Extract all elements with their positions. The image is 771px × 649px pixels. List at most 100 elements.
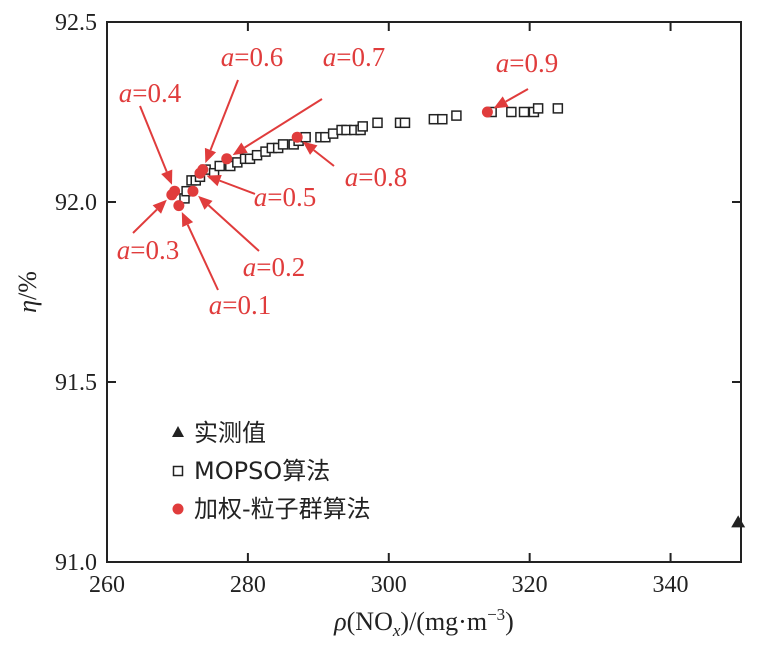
annotation-label: a=0.7 (323, 42, 385, 72)
annotation-arrow-line (186, 224, 219, 291)
annotation-label-value: =0.7 (336, 42, 385, 72)
x-axis-title-sub: x (392, 621, 401, 640)
mopso-point (399, 117, 411, 129)
weighted-series (166, 106, 493, 212)
annotation-label-var: a (119, 78, 133, 108)
legend-triangle-marker (172, 426, 184, 437)
annotation-arrow-head (206, 175, 222, 187)
x-tick-label: 280 (230, 572, 266, 598)
annotation-arrow-line (244, 98, 323, 149)
legend-square-marker (172, 465, 184, 477)
annotation-arrow-head (152, 199, 167, 214)
annotation-label-var: a (117, 235, 131, 265)
legend-label-weighted: 加权-粒子群算法 (194, 495, 371, 523)
legend-label-mopso: MOPSO算法 (194, 457, 330, 485)
mopso-point (214, 160, 225, 172)
x-axis-title-rho: ρ (333, 607, 346, 636)
weighted-point (481, 106, 493, 118)
annotation-label-value: =0.2 (256, 252, 305, 282)
annotation-label-value: =0.3 (130, 235, 179, 265)
y-axis-title: η/% (13, 271, 42, 313)
mopso-point (372, 117, 383, 129)
annotation-arrow-head (198, 195, 213, 210)
annotation-arrow-line (132, 208, 158, 234)
x-axis-title-pre: (NO (347, 607, 393, 636)
annotation-label: a=0.6 (221, 42, 283, 72)
annotation-arrow-head (302, 141, 318, 155)
x-tick-label: 340 (653, 572, 689, 598)
annotation-labels: a=0.1a=0.2a=0.3a=0.4a=0.5a=0.6 a=0.7a=0.8… (117, 42, 558, 320)
annotation-arrow-head (181, 211, 194, 228)
y-tick-label: 92.0 (55, 190, 97, 216)
annotation-label-var: a (345, 162, 359, 192)
annotation-label-value: =0.4 (132, 78, 181, 108)
annotation-label: a=0.5 (254, 182, 316, 212)
annotation-arrow-line (505, 88, 529, 103)
annotation-arrow-head (493, 96, 509, 109)
annotation-arrow-head (161, 169, 173, 185)
x-tick-label: 300 (371, 572, 407, 598)
y-axis-title-unit: /% (13, 271, 42, 300)
mopso-point (518, 106, 530, 118)
annotation-label-var: a (209, 290, 223, 320)
annotation-label-value: =0.8 (358, 162, 407, 192)
annotation-arrow-line (139, 105, 168, 173)
annotation-arrow-head (204, 147, 217, 164)
annotation-label-var: a (221, 42, 235, 72)
annotation-arrow-head (232, 142, 248, 156)
measured-point (731, 515, 746, 528)
mopso-point (277, 139, 289, 150)
x-axis-title-end: ) (505, 607, 514, 636)
annotation-label: a=0.1 (209, 290, 271, 320)
mopso-point (357, 121, 368, 132)
annotation-label: a=0.2 (243, 252, 305, 282)
legend: 实测值 MOPSO算法 加权-粒子群算法 (172, 419, 371, 523)
annotation-label: a=0.3 (117, 235, 179, 265)
weighted-point (291, 131, 303, 143)
axis-ticks: 260 280 300 320 340 91.0 91.5 92.0 92.5 (55, 10, 741, 598)
x-axis-title: ρ(NOx)/(mg·m−3) (333, 605, 514, 640)
mopso-point (437, 113, 448, 125)
plot-area (106, 21, 742, 563)
annotation-label-value: =0.5 (267, 182, 316, 212)
annotation-label: a=0.4 (119, 78, 182, 108)
mopso-point (451, 110, 462, 121)
y-tick-label: 91.0 (55, 550, 97, 576)
mopso-point (428, 113, 440, 125)
y-axis-title-eta: η (13, 300, 42, 313)
weighted-point (173, 200, 185, 212)
measured-series (731, 515, 746, 528)
weighted-point (221, 153, 233, 165)
y-tick-label: 91.5 (55, 370, 97, 396)
weighted-point (197, 164, 209, 176)
mopso-point (506, 106, 517, 118)
plot-frame (106, 21, 742, 563)
mopso-point (532, 103, 544, 114)
x-tick-label: 260 (89, 572, 125, 598)
annotation-label: a=0.9 (496, 48, 558, 78)
x-axis-title-sup: −3 (487, 605, 505, 624)
annotation-label-var: a (323, 42, 337, 72)
mopso-point (251, 149, 263, 161)
annotation-arrow-line (209, 79, 239, 151)
x-tick-label: 320 (512, 572, 548, 598)
y-tick-label: 92.5 (55, 10, 97, 36)
legend-label-measured: 实测值 (194, 419, 266, 447)
annotation-arrow-line (207, 204, 260, 252)
annotation-label-value: =0.1 (222, 290, 271, 320)
annotation-label-value: =0.6 (234, 42, 283, 72)
annotation-label-var: a (496, 48, 510, 78)
weighted-point (187, 185, 199, 197)
weighted-point (169, 185, 181, 197)
legend-circle-marker (172, 503, 184, 515)
mopso-point (552, 103, 564, 114)
mopso-point (327, 128, 339, 139)
annotation-arrows (132, 79, 529, 291)
annotation-label-var: a (254, 182, 268, 212)
annotation-label-var: a (243, 252, 257, 282)
annotation-arrow-line (219, 179, 256, 195)
annotation-label-value: =0.9 (509, 48, 558, 78)
annotation-arrow-line (313, 149, 335, 167)
annotation-label: a=0.8 (345, 162, 407, 192)
